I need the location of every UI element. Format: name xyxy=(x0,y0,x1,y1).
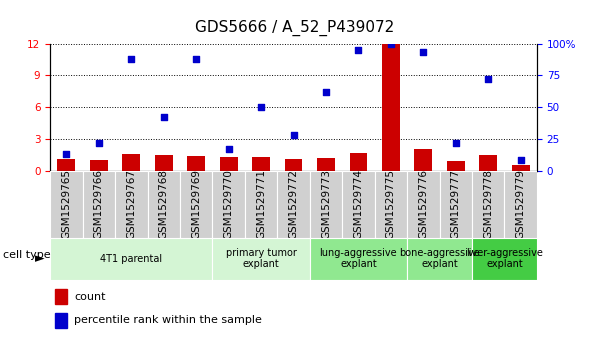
Bar xyxy=(122,154,140,171)
Point xyxy=(484,76,493,82)
Text: GSM1529774: GSM1529774 xyxy=(353,169,363,239)
Bar xyxy=(212,171,245,238)
Bar xyxy=(245,171,277,238)
Bar xyxy=(382,44,400,171)
Bar xyxy=(50,238,212,280)
Text: percentile rank within the sample: percentile rank within the sample xyxy=(74,315,263,325)
Bar xyxy=(479,155,497,171)
Text: GSM1529767: GSM1529767 xyxy=(126,169,136,239)
Point xyxy=(62,151,71,157)
Text: 4T1 parental: 4T1 parental xyxy=(100,254,162,264)
Bar xyxy=(155,155,173,171)
Text: GSM1529765: GSM1529765 xyxy=(61,169,71,239)
Point xyxy=(386,41,395,46)
Text: GSM1529777: GSM1529777 xyxy=(451,169,461,239)
Bar xyxy=(219,157,238,171)
Text: count: count xyxy=(74,292,106,302)
Bar xyxy=(55,313,67,328)
Bar xyxy=(50,171,83,238)
Bar xyxy=(317,158,335,171)
Bar xyxy=(148,171,180,238)
Text: primary tumor
explant: primary tumor explant xyxy=(225,248,297,269)
Bar xyxy=(504,171,537,238)
Bar xyxy=(284,159,303,171)
Text: GSM1529778: GSM1529778 xyxy=(483,169,493,239)
Text: cell type: cell type xyxy=(3,250,51,260)
Bar xyxy=(55,289,67,304)
Text: liver-aggressive
explant: liver-aggressive explant xyxy=(466,248,543,269)
Point xyxy=(289,132,299,138)
Text: GSM1529768: GSM1529768 xyxy=(159,169,169,239)
Text: GDS5666 / A_52_P439072: GDS5666 / A_52_P439072 xyxy=(195,20,395,36)
Point xyxy=(126,56,136,62)
Bar xyxy=(252,157,270,171)
Text: ►: ► xyxy=(35,252,45,265)
Text: GSM1529773: GSM1529773 xyxy=(321,169,331,239)
Point xyxy=(159,114,169,120)
Point xyxy=(354,47,363,53)
Bar xyxy=(414,150,432,171)
Bar xyxy=(375,171,407,238)
Bar xyxy=(349,152,368,171)
Text: bone-aggressive
explant: bone-aggressive explant xyxy=(399,248,480,269)
Point xyxy=(257,104,266,110)
Bar xyxy=(447,161,465,171)
Text: GSM1529770: GSM1529770 xyxy=(224,169,234,239)
Point xyxy=(321,89,330,95)
Bar xyxy=(472,238,537,280)
Bar xyxy=(310,171,342,238)
Point xyxy=(451,140,461,146)
Point xyxy=(516,158,526,163)
Point xyxy=(191,56,201,62)
Text: GSM1529771: GSM1529771 xyxy=(256,169,266,239)
Text: GSM1529769: GSM1529769 xyxy=(191,169,201,239)
Point xyxy=(224,146,234,152)
Text: GSM1529779: GSM1529779 xyxy=(516,169,526,239)
Text: GSM1529772: GSM1529772 xyxy=(289,169,299,239)
Text: GSM1529766: GSM1529766 xyxy=(94,169,104,239)
Bar xyxy=(115,171,148,238)
Text: lung-aggressive
explant: lung-aggressive explant xyxy=(320,248,397,269)
Bar xyxy=(90,160,108,171)
Bar xyxy=(440,171,472,238)
Point xyxy=(419,49,428,55)
Bar xyxy=(512,165,530,171)
Text: GSM1529776: GSM1529776 xyxy=(418,169,428,239)
Bar xyxy=(57,159,76,171)
Bar xyxy=(342,171,375,238)
Bar xyxy=(310,238,407,280)
Bar xyxy=(212,238,310,280)
Bar xyxy=(407,238,472,280)
Point xyxy=(94,140,104,146)
Bar xyxy=(472,171,504,238)
Bar xyxy=(180,171,212,238)
Text: GSM1529775: GSM1529775 xyxy=(386,169,396,239)
Bar xyxy=(187,156,205,171)
Bar xyxy=(407,171,440,238)
Bar xyxy=(277,171,310,238)
Bar xyxy=(83,171,115,238)
